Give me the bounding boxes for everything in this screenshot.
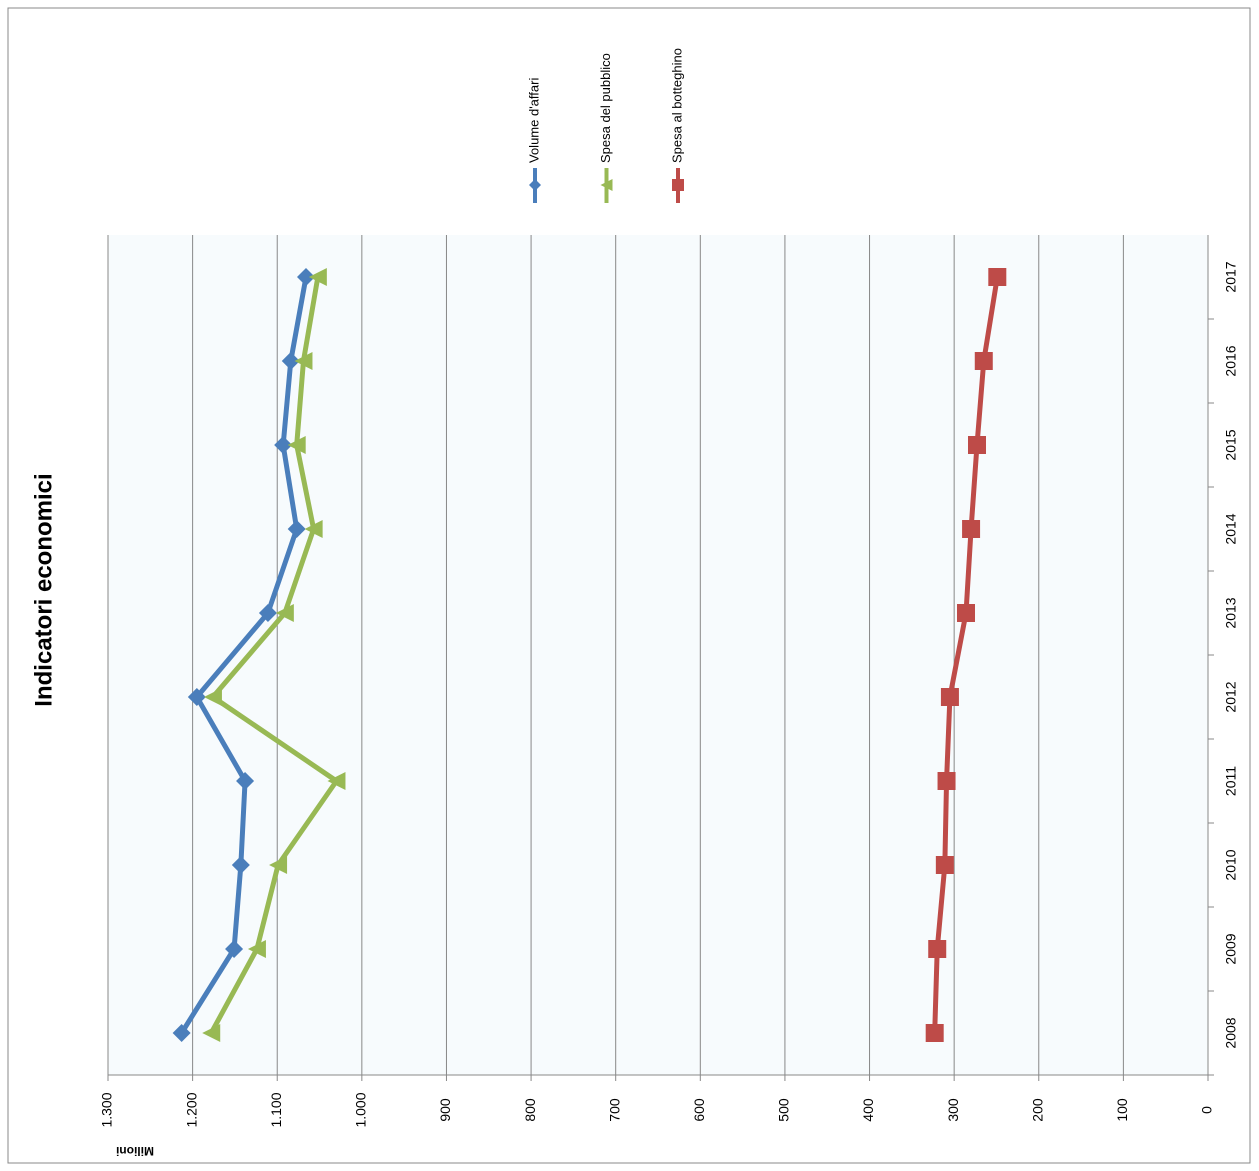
- y-tick-label: 800: [522, 1098, 538, 1122]
- data-point: [202, 1024, 221, 1042]
- legend-marker: [600, 179, 613, 191]
- chart-title: Indicatori economici: [30, 473, 57, 706]
- data-point: [281, 352, 300, 370]
- x-tick-label: 2017: [1223, 261, 1239, 292]
- legend-label: Spesa al botteghino: [669, 48, 684, 163]
- data-point: [974, 352, 993, 370]
- y-tick-label: 900: [437, 1098, 453, 1122]
- series-line: [932, 276, 1000, 1034]
- data-point: [297, 268, 315, 286]
- series-line: [209, 276, 339, 1035]
- data-point: [940, 688, 959, 706]
- data-point: [247, 940, 266, 958]
- data-point: [928, 940, 947, 958]
- y-tick-label: 1.000: [353, 1092, 369, 1127]
- data-point: [327, 772, 346, 790]
- y-tick-label: 1.300: [99, 1092, 115, 1127]
- data-point: [962, 520, 981, 538]
- legend-label: Spesa del pubblico: [598, 53, 613, 163]
- data-point: [988, 268, 1007, 286]
- data-point: [274, 436, 293, 454]
- x-tick-label: 2011: [1223, 766, 1239, 796]
- data-point: [231, 856, 250, 874]
- x-tick-label: 2012: [1223, 681, 1239, 712]
- data-point: [287, 436, 306, 454]
- y-tick-label: 400: [860, 1098, 876, 1122]
- x-tick-label: 2014: [1223, 513, 1239, 544]
- y-tick-label: 1.100: [268, 1092, 284, 1127]
- y-tick-label: 1.200: [183, 1092, 199, 1127]
- y-tick-label: 100: [1114, 1098, 1130, 1122]
- axis-label: Milioni: [116, 1144, 154, 1158]
- data-point: [258, 604, 277, 622]
- data-point: [187, 688, 206, 706]
- y-tick-label: 500: [776, 1098, 792, 1122]
- data-point: [304, 520, 323, 538]
- data-point: [308, 268, 327, 286]
- series-line: [179, 276, 309, 1035]
- data-point: [275, 604, 294, 622]
- data-point: [935, 856, 954, 874]
- y-tick-label: 700: [606, 1098, 622, 1122]
- y-tick-label: 0: [1199, 1106, 1215, 1114]
- data-point: [287, 520, 306, 538]
- legend-label: Volume d'affari: [526, 78, 541, 163]
- data-point: [294, 352, 313, 370]
- legend-marker: [672, 179, 684, 191]
- data-point: [203, 688, 222, 706]
- data-point: [236, 772, 255, 790]
- data-point: [957, 604, 975, 622]
- data-point: [269, 856, 288, 874]
- data-point: [925, 1024, 944, 1042]
- data-point: [225, 940, 244, 958]
- data-point: [968, 436, 986, 454]
- y-tick-label: 300: [945, 1098, 961, 1122]
- x-tick-label: 2016: [1223, 345, 1239, 376]
- plot-area: [108, 235, 1208, 1075]
- data-point: [172, 1024, 191, 1042]
- x-tick-label: 2013: [1223, 597, 1239, 628]
- x-tick-label: 2009: [1223, 933, 1239, 964]
- y-tick-label: 600: [691, 1098, 707, 1122]
- data-point: [937, 772, 956, 790]
- x-tick-label: 2015: [1223, 429, 1239, 460]
- legend-marker: [529, 179, 541, 191]
- x-tick-label: 2010: [1223, 849, 1239, 880]
- y-tick-label: 200: [1029, 1098, 1045, 1122]
- x-tick-label: 2008: [1223, 1017, 1239, 1048]
